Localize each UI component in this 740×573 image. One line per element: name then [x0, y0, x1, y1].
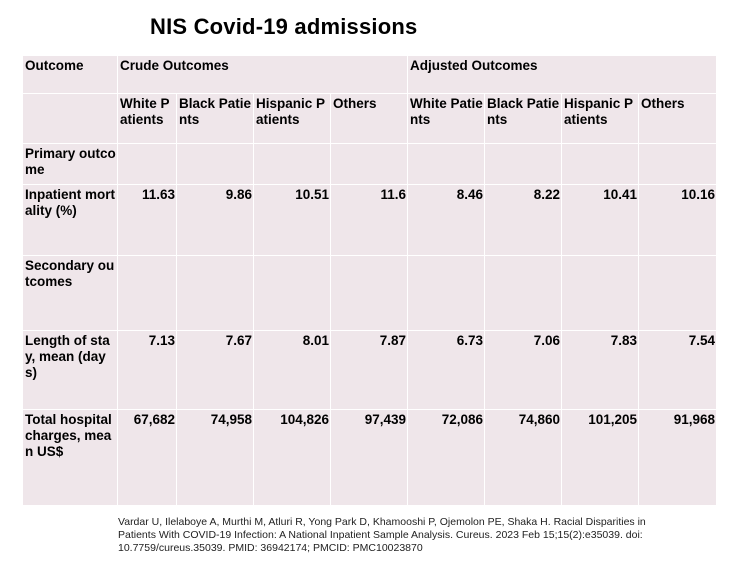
row-label: Primary outcome	[22, 143, 118, 185]
table-cell: 11.63	[117, 184, 177, 256]
outcomes-table: Outcome Crude Outcomes Adjusted Outcomes…	[22, 55, 718, 506]
table-cell	[407, 143, 486, 185]
column-header: Others	[329, 93, 409, 144]
crude-outcomes-header: Crude Outcomes	[116, 55, 409, 94]
table-cell: 67,682	[117, 409, 177, 506]
table-cell	[329, 255, 409, 331]
table-cell: 7.54	[638, 330, 718, 410]
table-cell	[117, 143, 177, 185]
table-cell: 9.86	[176, 184, 254, 256]
table-cell	[484, 143, 563, 185]
table-cell: 7.67	[176, 330, 254, 410]
table-cell	[561, 143, 640, 185]
table-cell	[561, 255, 640, 331]
table-row: Primary outcome	[22, 143, 718, 185]
table-cell: 8.22	[484, 184, 563, 256]
table-row: Secondary outcomes	[22, 255, 718, 331]
page-title: NIS Covid-19 admissions	[150, 14, 418, 39]
table-cell: 104,826	[253, 409, 331, 506]
table-cell: 74,958	[176, 409, 254, 506]
column-header: Black Patients	[176, 93, 254, 144]
table-cell: 11.6	[329, 184, 409, 256]
table-cell: 7.87	[329, 330, 409, 410]
table-cell	[253, 255, 331, 331]
table-cell	[407, 255, 486, 331]
table-cell: 74,860	[484, 409, 563, 506]
table-row: Length of stay, mean (days) 7.13 7.67 8.…	[22, 330, 718, 410]
table-row: Inpatient mortality (%) 11.63 9.86 10.51…	[22, 184, 718, 256]
table-cell: 10.51	[253, 184, 331, 256]
row-label: Inpatient mortality (%)	[22, 184, 118, 256]
table-cell	[638, 143, 718, 185]
row-label: Total hospital charges, mean US$	[22, 409, 118, 506]
table-cell: 72,086	[407, 409, 486, 506]
table-cell: 7.13	[117, 330, 177, 410]
table-row: Total hospital charges, mean US$ 67,682 …	[22, 409, 718, 506]
table-cell	[176, 255, 254, 331]
table-cell	[176, 143, 254, 185]
table-cell: 6.73	[407, 330, 486, 410]
table-cell: 10.16	[638, 184, 718, 256]
table-cell: 91,968	[638, 409, 718, 506]
table-cell: 7.83	[561, 330, 640, 410]
outcome-header: Outcome	[22, 55, 118, 94]
table-cell: 10.41	[561, 184, 640, 256]
table-cell	[638, 255, 718, 331]
column-header: Hispanic Patients	[253, 93, 331, 144]
table-cell	[329, 143, 409, 185]
table-cell: 7.06	[484, 330, 563, 410]
adjusted-outcomes-header: Adjusted Outcomes	[407, 55, 718, 94]
column-header: White Patients	[117, 93, 177, 144]
column-header: Others	[638, 93, 718, 144]
table-cell	[253, 143, 331, 185]
column-header: Hispanic Patients	[561, 93, 640, 144]
table-cell	[484, 255, 563, 331]
table-cell: 101,205	[561, 409, 640, 506]
table-cell: 8.46	[407, 184, 486, 256]
table-cell: 8.01	[253, 330, 331, 410]
header-row-groups: Outcome Crude Outcomes Adjusted Outcomes	[22, 55, 718, 94]
header-blank-cell	[22, 93, 118, 144]
table-cell: 97,439	[329, 409, 409, 506]
citation: Vardar U, Ilelaboye A, Murthi M, Atluri …	[118, 516, 646, 554]
row-label: Length of stay, mean (days)	[22, 330, 118, 410]
row-label: Secondary outcomes	[22, 255, 118, 331]
table-cell	[117, 255, 177, 331]
header-row-groups-detail: White Patients Black Patients Hispanic P…	[22, 93, 718, 144]
column-header: Black Patients	[484, 93, 563, 144]
column-header: White Patients	[407, 93, 486, 144]
